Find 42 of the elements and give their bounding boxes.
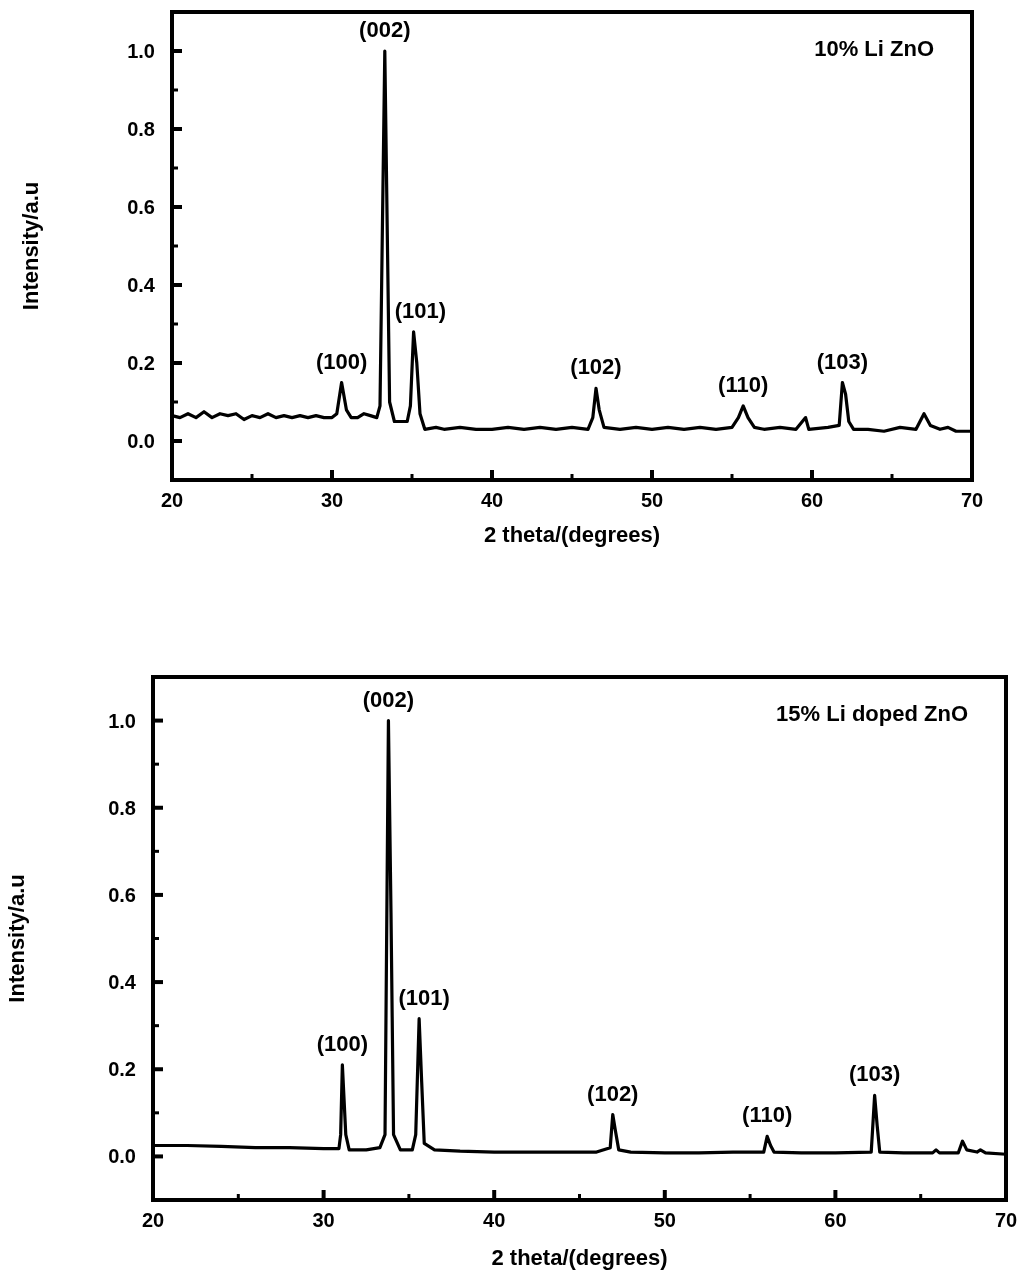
annotation: (101) bbox=[398, 984, 450, 1010]
y-tick-label: 0.4 bbox=[127, 274, 156, 296]
x-tick-label: 50 bbox=[653, 1209, 676, 1231]
x-tick-label: 60 bbox=[824, 1209, 847, 1231]
y-axis-title: Intensity/a.u bbox=[4, 874, 29, 1003]
x-axis-title: 2 theta/(degrees) bbox=[491, 1245, 668, 1270]
x-tick-label: 40 bbox=[483, 1209, 506, 1231]
y-tick-label: 0.6 bbox=[127, 196, 155, 218]
text: 15% Li doped ZnO bbox=[776, 701, 968, 726]
annotation: (101) bbox=[394, 297, 447, 323]
y-tick-label: 0.6 bbox=[108, 883, 136, 906]
x-tick-label: 50 bbox=[640, 489, 664, 511]
y-tick-label: 0.2 bbox=[108, 1058, 136, 1081]
annotation: (102) bbox=[587, 1080, 639, 1106]
annotation: (103) bbox=[816, 348, 869, 374]
annotation: (002) bbox=[362, 686, 415, 712]
y-tick-label: 0.0 bbox=[108, 1145, 136, 1168]
annotation: (103) bbox=[848, 1061, 901, 1087]
text: 10% Li ZnO bbox=[814, 36, 934, 61]
x-tick-label: 70 bbox=[960, 489, 984, 511]
x-tick-label: 20 bbox=[141, 1209, 165, 1231]
x-tick-label: 30 bbox=[320, 489, 344, 511]
x-tick-label: 20 bbox=[160, 489, 184, 511]
annotation: (002) bbox=[359, 17, 411, 42]
y-tick-label: 0.4 bbox=[108, 971, 137, 994]
x-axis-title: 2 theta/(degrees) bbox=[483, 522, 661, 547]
x-tick-label: 30 bbox=[312, 1209, 335, 1231]
y-tick-label: 1.0 bbox=[108, 709, 136, 732]
annotation: (110) bbox=[742, 1102, 793, 1128]
y-tick-label: 0.2 bbox=[127, 352, 155, 374]
x-tick-label: 40 bbox=[480, 489, 504, 511]
y-tick-label: 0.0 bbox=[127, 430, 155, 452]
y-tick-label: 0.8 bbox=[108, 796, 136, 819]
y-tick-label: 0.8 bbox=[127, 118, 155, 140]
annotation: (110) bbox=[718, 371, 769, 397]
y-axis-title: Intensity/a.u bbox=[18, 181, 43, 311]
x-tick-label: 70 bbox=[994, 1209, 1018, 1231]
annotation: (102) bbox=[570, 354, 622, 380]
annotation: (100) bbox=[315, 348, 368, 374]
annotation: (100) bbox=[316, 1030, 369, 1056]
y-tick-label: 1.0 bbox=[127, 40, 155, 62]
x-tick-label: 60 bbox=[800, 489, 824, 511]
